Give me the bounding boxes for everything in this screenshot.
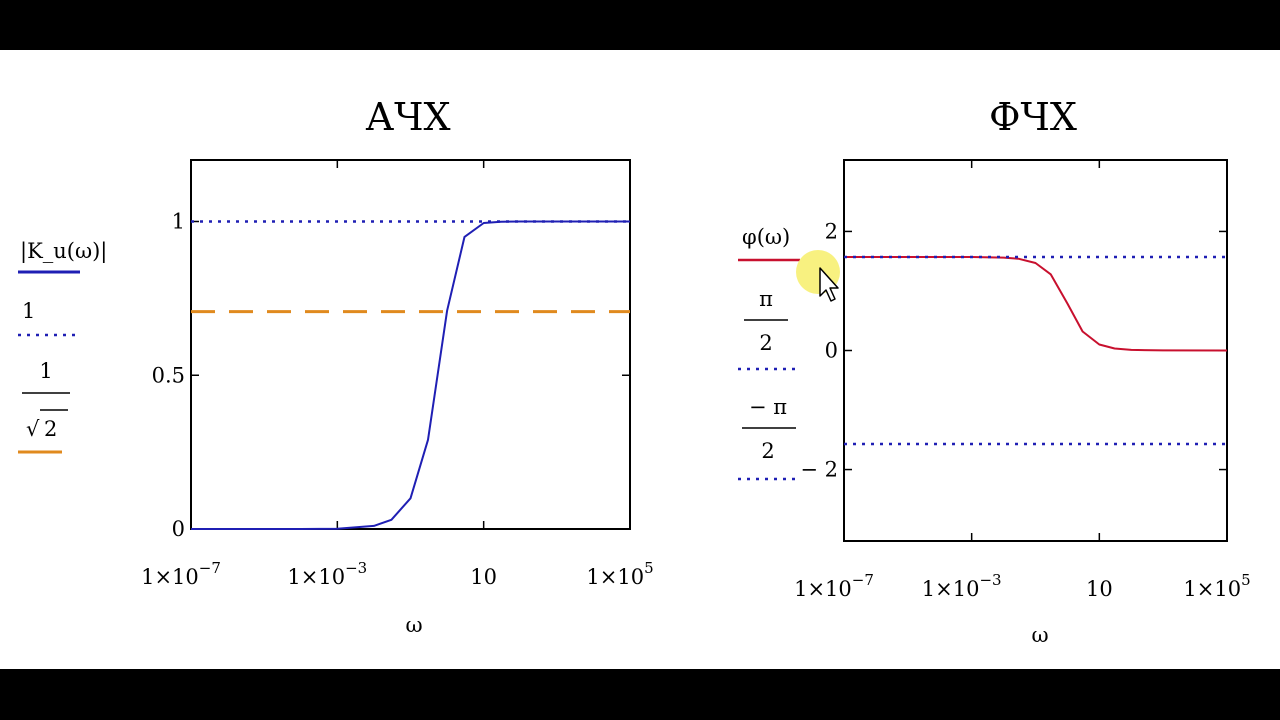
- legend-label-inv-sqrt2-num: 1: [39, 359, 52, 383]
- y-tick-label: − 2: [800, 458, 838, 482]
- x-tick-base: 10: [470, 565, 497, 589]
- cursor-arrow-icon: [819, 267, 839, 302]
- phase-y-ticks: 2 0 − 2: [800, 219, 1227, 482]
- legend-label-pi2-den: 2: [759, 331, 772, 355]
- x-tick-label: 1×10−3: [922, 571, 1002, 601]
- x-tick-label: 10: [470, 565, 497, 589]
- mouse-cursor: [796, 250, 840, 302]
- x-tick-label: 10: [1086, 577, 1113, 601]
- series-line-0: [844, 256, 1228, 352]
- y-tick-label: 0.5: [152, 363, 185, 387]
- x-tick-exponent: −3: [345, 559, 367, 577]
- x-tick-base: 1×10: [287, 565, 345, 589]
- x-tick-base: 1×10: [1183, 577, 1241, 601]
- legend-label-one: 1: [22, 299, 35, 323]
- amplitude-legend: |K_u(ω)| 1 1 √ 2: [18, 239, 107, 454]
- legend-label-phi: φ(ω): [742, 225, 790, 249]
- legend-label-inv-sqrt2-den: 2: [44, 417, 57, 441]
- y-tick-label: 0: [172, 517, 185, 541]
- phase-chart: ФЧХ φ(ω) π 2 − π 2 20− 2 1×10−7 1×10−3 10 1…: [738, 95, 1251, 647]
- amplitude-chart: АЧХ |K_u(ω)| 1 1 √ 2 00.51 1×10−7 1×10−3 1…: [18, 95, 654, 637]
- x-tick-exponent: −3: [979, 571, 1001, 589]
- phase-legend: φ(ω) π 2 − π 2: [738, 225, 800, 481]
- legend-label-neg-pi2-den: 2: [761, 439, 774, 463]
- x-tick-base: 1×10: [922, 577, 980, 601]
- x-tick-base: 1×10: [794, 577, 852, 601]
- phase-x-axis-label: ω: [1031, 623, 1048, 647]
- x-tick-label: 1×10−3: [287, 559, 367, 589]
- x-tick-base: 10: [1086, 577, 1113, 601]
- x-tick-label: 1×105: [1183, 571, 1250, 601]
- x-tick-exponent: −7: [199, 559, 221, 577]
- letterbox-bottom: [0, 669, 1280, 720]
- amplitude-x-ticks: 1×10−7 1×10−3 10 1×105: [141, 160, 654, 589]
- y-tick-label: 0: [825, 339, 838, 363]
- legend-label-neg-pi2-num: − π: [749, 395, 787, 419]
- amplitude-chart-title: АЧХ: [365, 95, 450, 139]
- phase-x-ticks: 1×10−7 1×10−3 10 1×105: [794, 160, 1251, 601]
- phase-chart-title: ФЧХ: [989, 95, 1077, 139]
- amplitude-y-ticks: 00.51: [152, 210, 630, 541]
- series-line-0: [191, 220, 630, 530]
- amplitude-series: [191, 220, 630, 530]
- x-tick-label: 1×10−7: [794, 571, 874, 601]
- x-tick-exponent: −7: [852, 571, 874, 589]
- white-sheet: [0, 50, 1280, 669]
- y-tick-label: 1: [172, 210, 185, 234]
- x-tick-exponent: 5: [1241, 571, 1251, 589]
- amplitude-x-axis-label: ω: [405, 613, 422, 637]
- legend-sqrt-symbol: √: [26, 417, 40, 441]
- letterbox-top: [0, 0, 1280, 50]
- phase-series: [844, 255, 1228, 446]
- amplitude-plot-frame: [190, 159, 631, 530]
- legend-label-pi2-num: π: [759, 287, 773, 311]
- x-tick-label: 1×105: [586, 559, 653, 589]
- legend-label-k: |K_u(ω)|: [20, 239, 107, 264]
- x-tick-label: 1×10−7: [141, 559, 221, 589]
- x-tick-base: 1×10: [141, 565, 199, 589]
- x-tick-base: 1×10: [586, 565, 644, 589]
- x-tick-exponent: 5: [644, 559, 654, 577]
- y-tick-label: 2: [825, 219, 838, 243]
